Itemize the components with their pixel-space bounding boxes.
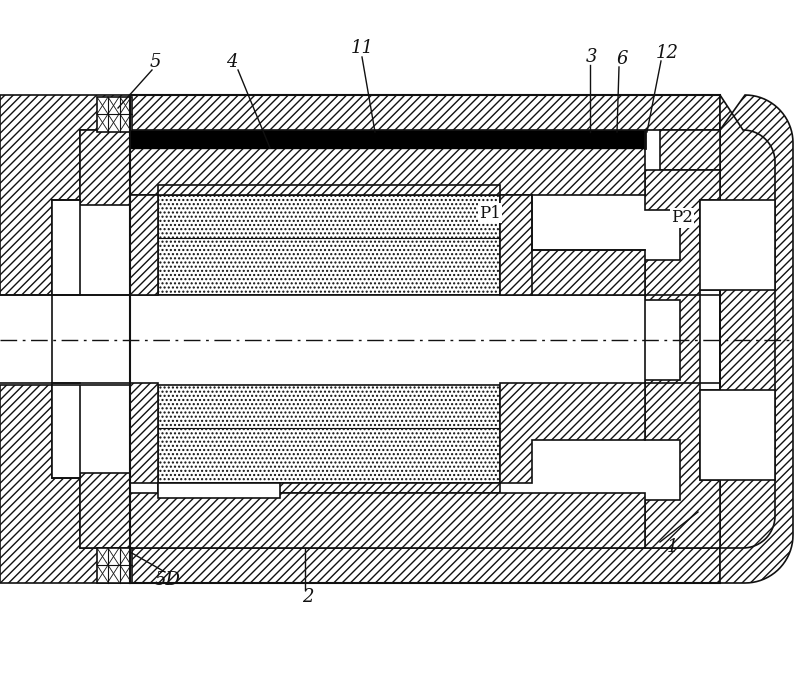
Polygon shape: [158, 185, 500, 195]
Polygon shape: [130, 148, 645, 195]
Bar: [130, 140, 645, 148]
Bar: [97, 548, 132, 583]
Text: 1: 1: [666, 538, 678, 556]
Bar: [700, 200, 775, 290]
Bar: [97, 97, 132, 132]
Text: 2: 2: [302, 588, 314, 606]
Polygon shape: [158, 383, 500, 483]
Polygon shape: [158, 195, 500, 295]
Polygon shape: [660, 130, 720, 170]
Polygon shape: [130, 493, 645, 548]
Polygon shape: [500, 383, 645, 483]
Polygon shape: [130, 548, 720, 583]
Text: P2: P2: [671, 210, 693, 226]
Text: 4: 4: [226, 53, 238, 71]
Polygon shape: [80, 473, 130, 548]
Bar: [130, 130, 645, 140]
Polygon shape: [500, 195, 645, 295]
Polygon shape: [52, 383, 80, 478]
Text: 11: 11: [350, 39, 374, 57]
Polygon shape: [158, 483, 280, 498]
Text: 12: 12: [655, 44, 678, 62]
Polygon shape: [130, 195, 158, 295]
Text: 5D: 5D: [155, 571, 181, 589]
Text: 5: 5: [150, 53, 161, 71]
Polygon shape: [80, 130, 130, 205]
Bar: [700, 390, 775, 480]
Polygon shape: [645, 170, 720, 548]
Polygon shape: [0, 385, 130, 583]
Text: 3: 3: [586, 48, 598, 66]
Text: 6: 6: [616, 50, 628, 68]
Polygon shape: [52, 200, 80, 295]
Polygon shape: [720, 95, 793, 583]
Polygon shape: [158, 483, 500, 493]
Polygon shape: [130, 95, 720, 130]
Polygon shape: [0, 95, 130, 295]
Polygon shape: [130, 383, 158, 483]
Bar: [52, 295, 645, 385]
Text: P1: P1: [479, 205, 501, 222]
